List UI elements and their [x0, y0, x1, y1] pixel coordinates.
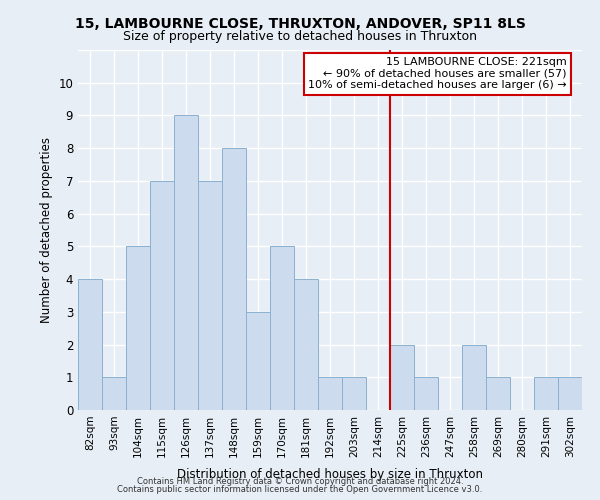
Text: Contains public sector information licensed under the Open Government Licence v3: Contains public sector information licen… [118, 485, 482, 494]
Bar [534, 378, 558, 410]
X-axis label: Distribution of detached houses by size in Thruxton: Distribution of detached houses by size … [177, 468, 483, 481]
Bar [318, 378, 342, 410]
Text: Contains HM Land Registry data © Crown copyright and database right 2024.: Contains HM Land Registry data © Crown c… [137, 477, 463, 486]
Bar [150, 181, 174, 410]
Bar [78, 279, 102, 410]
Bar [414, 378, 438, 410]
Y-axis label: Number of detached properties: Number of detached properties [40, 137, 53, 323]
Bar [462, 344, 486, 410]
Bar [198, 181, 222, 410]
Bar [270, 246, 294, 410]
Bar [294, 279, 318, 410]
Text: Size of property relative to detached houses in Thruxton: Size of property relative to detached ho… [123, 30, 477, 43]
Bar [558, 378, 582, 410]
Bar [102, 378, 126, 410]
Bar [486, 378, 510, 410]
Bar [174, 116, 198, 410]
Bar [222, 148, 246, 410]
Text: 15 LAMBOURNE CLOSE: 221sqm
← 90% of detached houses are smaller (57)
10% of semi: 15 LAMBOURNE CLOSE: 221sqm ← 90% of deta… [308, 57, 567, 90]
Bar [246, 312, 270, 410]
Text: 15, LAMBOURNE CLOSE, THRUXTON, ANDOVER, SP11 8LS: 15, LAMBOURNE CLOSE, THRUXTON, ANDOVER, … [74, 18, 526, 32]
Bar [342, 378, 366, 410]
Bar [390, 344, 414, 410]
Bar [126, 246, 150, 410]
